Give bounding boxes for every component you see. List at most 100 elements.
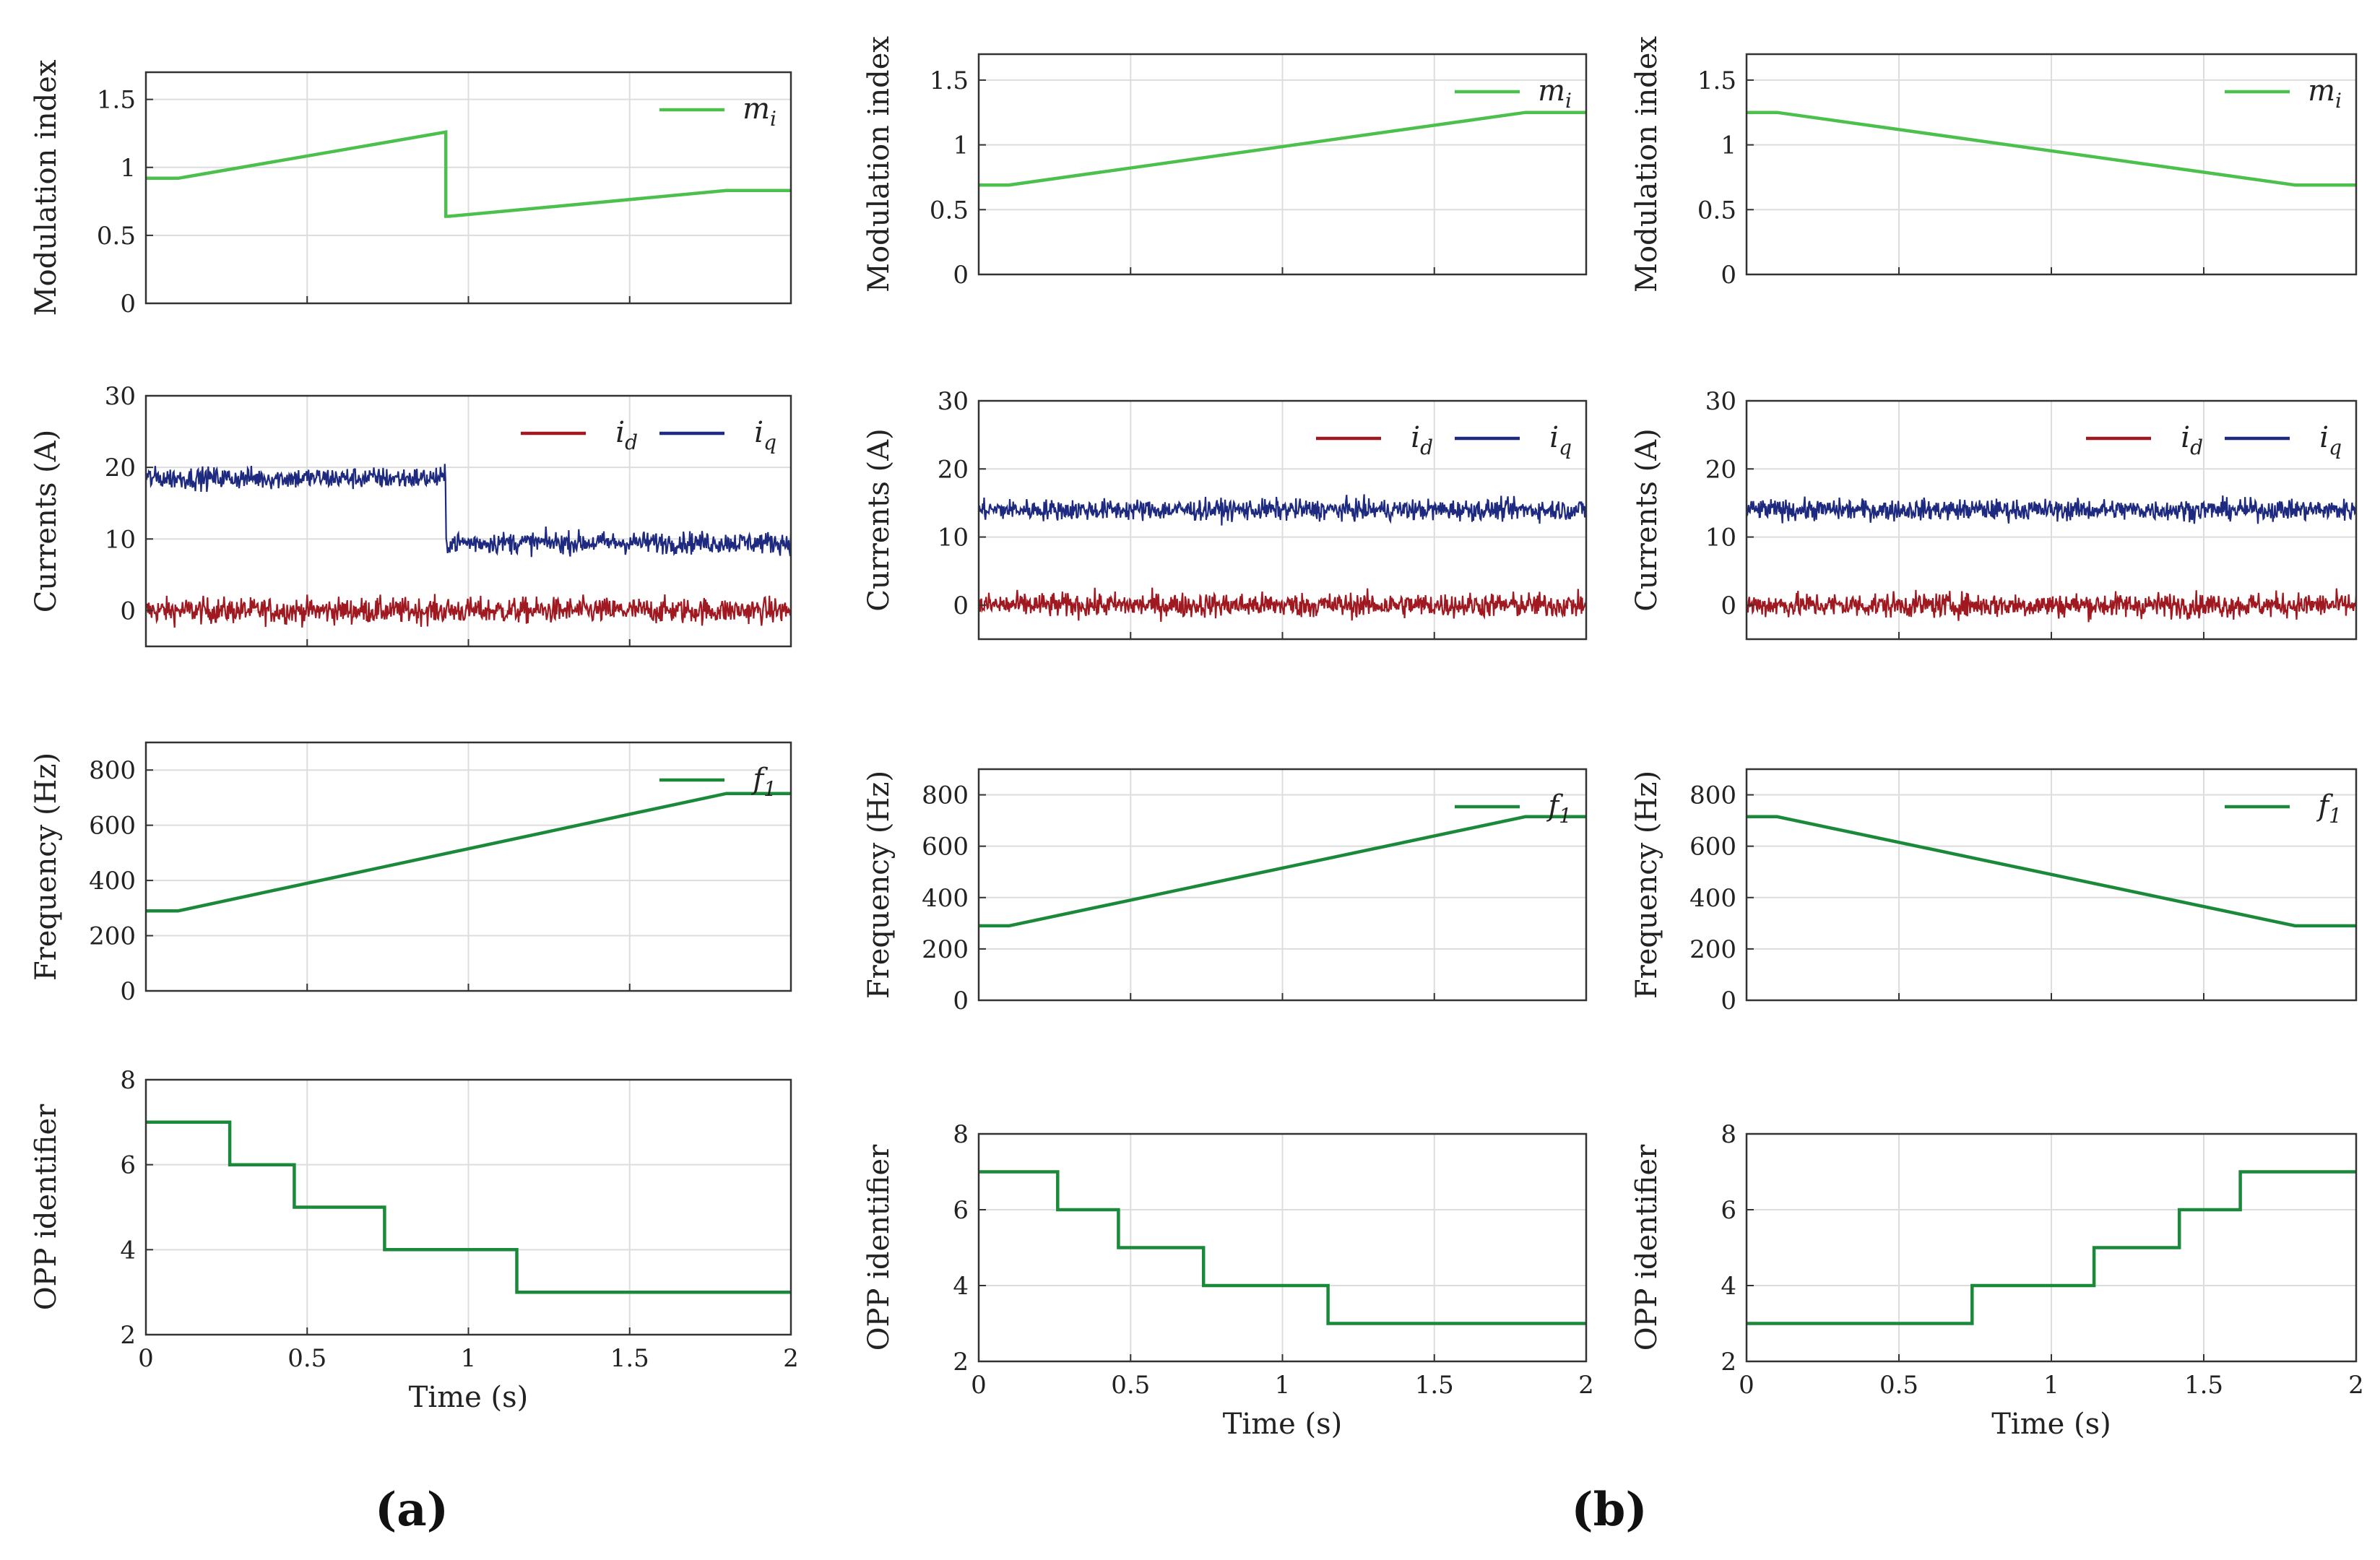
series-line-id	[1747, 588, 2356, 623]
y-axis-label: Modulation index	[30, 59, 63, 316]
y-axis-label: Frequency (Hz)	[30, 753, 63, 981]
y-tick-label: 20	[1705, 455, 1736, 484]
y-tick-label: 400	[922, 884, 969, 913]
subplot-b2-mi: 0 0.5 1 1.5 Modulation index mi	[1630, 36, 2358, 292]
legend-label-iq: iq	[754, 416, 776, 454]
series-line-iq	[979, 494, 1586, 526]
y-axis-label: Frequency (Hz)	[862, 771, 896, 999]
subplot-a-mi: 0 0.5 1 1.5 Modulation index mi	[30, 59, 792, 318]
x-tick-label: 1	[1275, 1371, 1291, 1400]
y-tick-label: 0	[120, 597, 136, 625]
y-axis-label: OPP identifier	[1630, 1144, 1663, 1351]
series-line-id	[979, 587, 1586, 622]
subplot-b1-opp: 0 0.5 1 1.5 2 2 4 6 8 OPP identifier Time (s)	[862, 1120, 1594, 1441]
y-tick-label: 0	[953, 987, 969, 1015]
x-tick-label: 0	[971, 1371, 987, 1400]
legend-label-iq: iq	[1549, 421, 1572, 459]
subplot-b1-cur: 0 10 20 30 Currents (A) iq id	[862, 387, 1588, 641]
x-tick-label: 0.5	[1879, 1371, 1918, 1400]
y-tick-label: 400	[1689, 884, 1736, 913]
series-line-f1	[979, 815, 1586, 928]
y-tick-label: 8	[953, 1120, 969, 1149]
y-tick-label: 0	[1721, 987, 1736, 1015]
y-tick-label: 200	[89, 922, 136, 951]
y-tick-label: 1	[1721, 131, 1736, 160]
y-tick-label: 8	[120, 1066, 136, 1095]
series-line-OPP	[979, 1170, 1586, 1325]
legend-label-id: id	[615, 416, 638, 454]
panel-label-b: (b)	[1571, 1483, 1647, 1537]
y-axis-label: Currents (A)	[862, 428, 896, 611]
legend-label-mi: mi	[2308, 74, 2342, 113]
y-tick-label: 4	[1721, 1272, 1736, 1301]
y-tick-label: 20	[105, 454, 136, 482]
y-tick-label: 600	[89, 812, 136, 841]
y-tick-label: 0	[120, 977, 136, 1006]
y-tick-label: 6	[1721, 1196, 1736, 1225]
y-tick-label: 2	[120, 1321, 136, 1350]
subplot-a-freq: 0 200 400 600 800 Frequency (Hz) f1	[30, 741, 792, 1006]
y-tick-label: 2	[1721, 1348, 1736, 1377]
y-tick-label: 1	[120, 154, 136, 183]
y-tick-label: 6	[120, 1151, 136, 1180]
y-tick-label: 600	[1689, 833, 1736, 862]
y-axis-label: Modulation index	[1630, 36, 1663, 292]
y-axis-label: Currents (A)	[30, 430, 63, 612]
y-tick-label: 10	[105, 525, 136, 554]
y-tick-label: 30	[1705, 387, 1736, 416]
x-tick-label: 1.5	[610, 1344, 649, 1373]
y-tick-label: 4	[953, 1272, 969, 1301]
y-tick-label: 10	[938, 524, 969, 552]
series-line-iq	[1747, 495, 2356, 524]
y-axis-label: Currents (A)	[1630, 428, 1663, 611]
y-tick-label: 20	[938, 455, 969, 484]
legend-label-iq: iq	[2319, 421, 2342, 459]
series-line-mi	[146, 130, 791, 218]
y-tick-label: 0	[1721, 592, 1736, 620]
y-tick-label: 0	[953, 592, 969, 620]
subplot-b2-opp: 0 0.5 1 1.5 2 2 4 6 8 OPP identifier Time (s)	[1630, 1120, 2364, 1441]
series-line-iq	[146, 464, 791, 558]
y-axis-label: Frequency (Hz)	[1630, 771, 1663, 999]
panel-label-a: (a)	[375, 1483, 449, 1537]
subplot-b2-cur: 0 10 20 30 Currents (A) iq id	[1630, 387, 2358, 641]
x-tick-label: 0.5	[287, 1344, 326, 1373]
y-tick-label: 1.5	[1697, 66, 1736, 95]
x-tick-label: 1.5	[1415, 1371, 1454, 1400]
x-axis-label: Time (s)	[1223, 1408, 1343, 1441]
series-line-OPP	[146, 1120, 791, 1294]
x-tick-label: 0	[138, 1344, 154, 1373]
x-tick-label: 2	[2348, 1371, 2364, 1400]
y-tick-label: 30	[105, 382, 136, 411]
y-tick-label: 800	[1689, 781, 1736, 810]
y-tick-label: 4	[120, 1236, 136, 1265]
y-tick-label: 200	[922, 935, 969, 964]
series-line-f1	[1747, 815, 2356, 928]
series-line-id	[146, 594, 791, 628]
series-line-mi	[979, 110, 1586, 187]
y-tick-label: 0.5	[97, 222, 136, 251]
y-tick-label: 0	[953, 261, 969, 290]
y-tick-label: 200	[1689, 935, 1736, 964]
y-tick-label: 1	[953, 131, 969, 160]
y-axis-label: OPP identifier	[30, 1104, 63, 1310]
y-tick-label: 600	[922, 833, 969, 862]
x-axis-label: Time (s)	[409, 1381, 529, 1414]
legend-label-id: id	[1411, 421, 1433, 459]
x-tick-label: 0	[1739, 1371, 1754, 1400]
x-tick-label: 2	[1578, 1371, 1594, 1400]
y-tick-label: 800	[89, 756, 136, 785]
y-tick-label: 0	[120, 290, 136, 318]
x-tick-label: 0.5	[1111, 1371, 1150, 1400]
y-tick-label: 2	[953, 1348, 969, 1377]
x-tick-label: 1	[2043, 1371, 2059, 1400]
x-tick-label: 1	[461, 1344, 477, 1373]
legend-label-mi: mi	[1538, 74, 1572, 113]
y-axis-label: Modulation index	[862, 36, 896, 292]
subplot-a-opp: 0 0.5 1 1.5 2 2 4 6 8 OPP identifier Time (s)	[30, 1066, 799, 1414]
y-axis-label: OPP identifier	[862, 1144, 896, 1351]
y-tick-label: 0.5	[930, 196, 969, 225]
x-tick-label: 1.5	[2184, 1371, 2223, 1400]
y-tick-label: 8	[1721, 1120, 1736, 1149]
